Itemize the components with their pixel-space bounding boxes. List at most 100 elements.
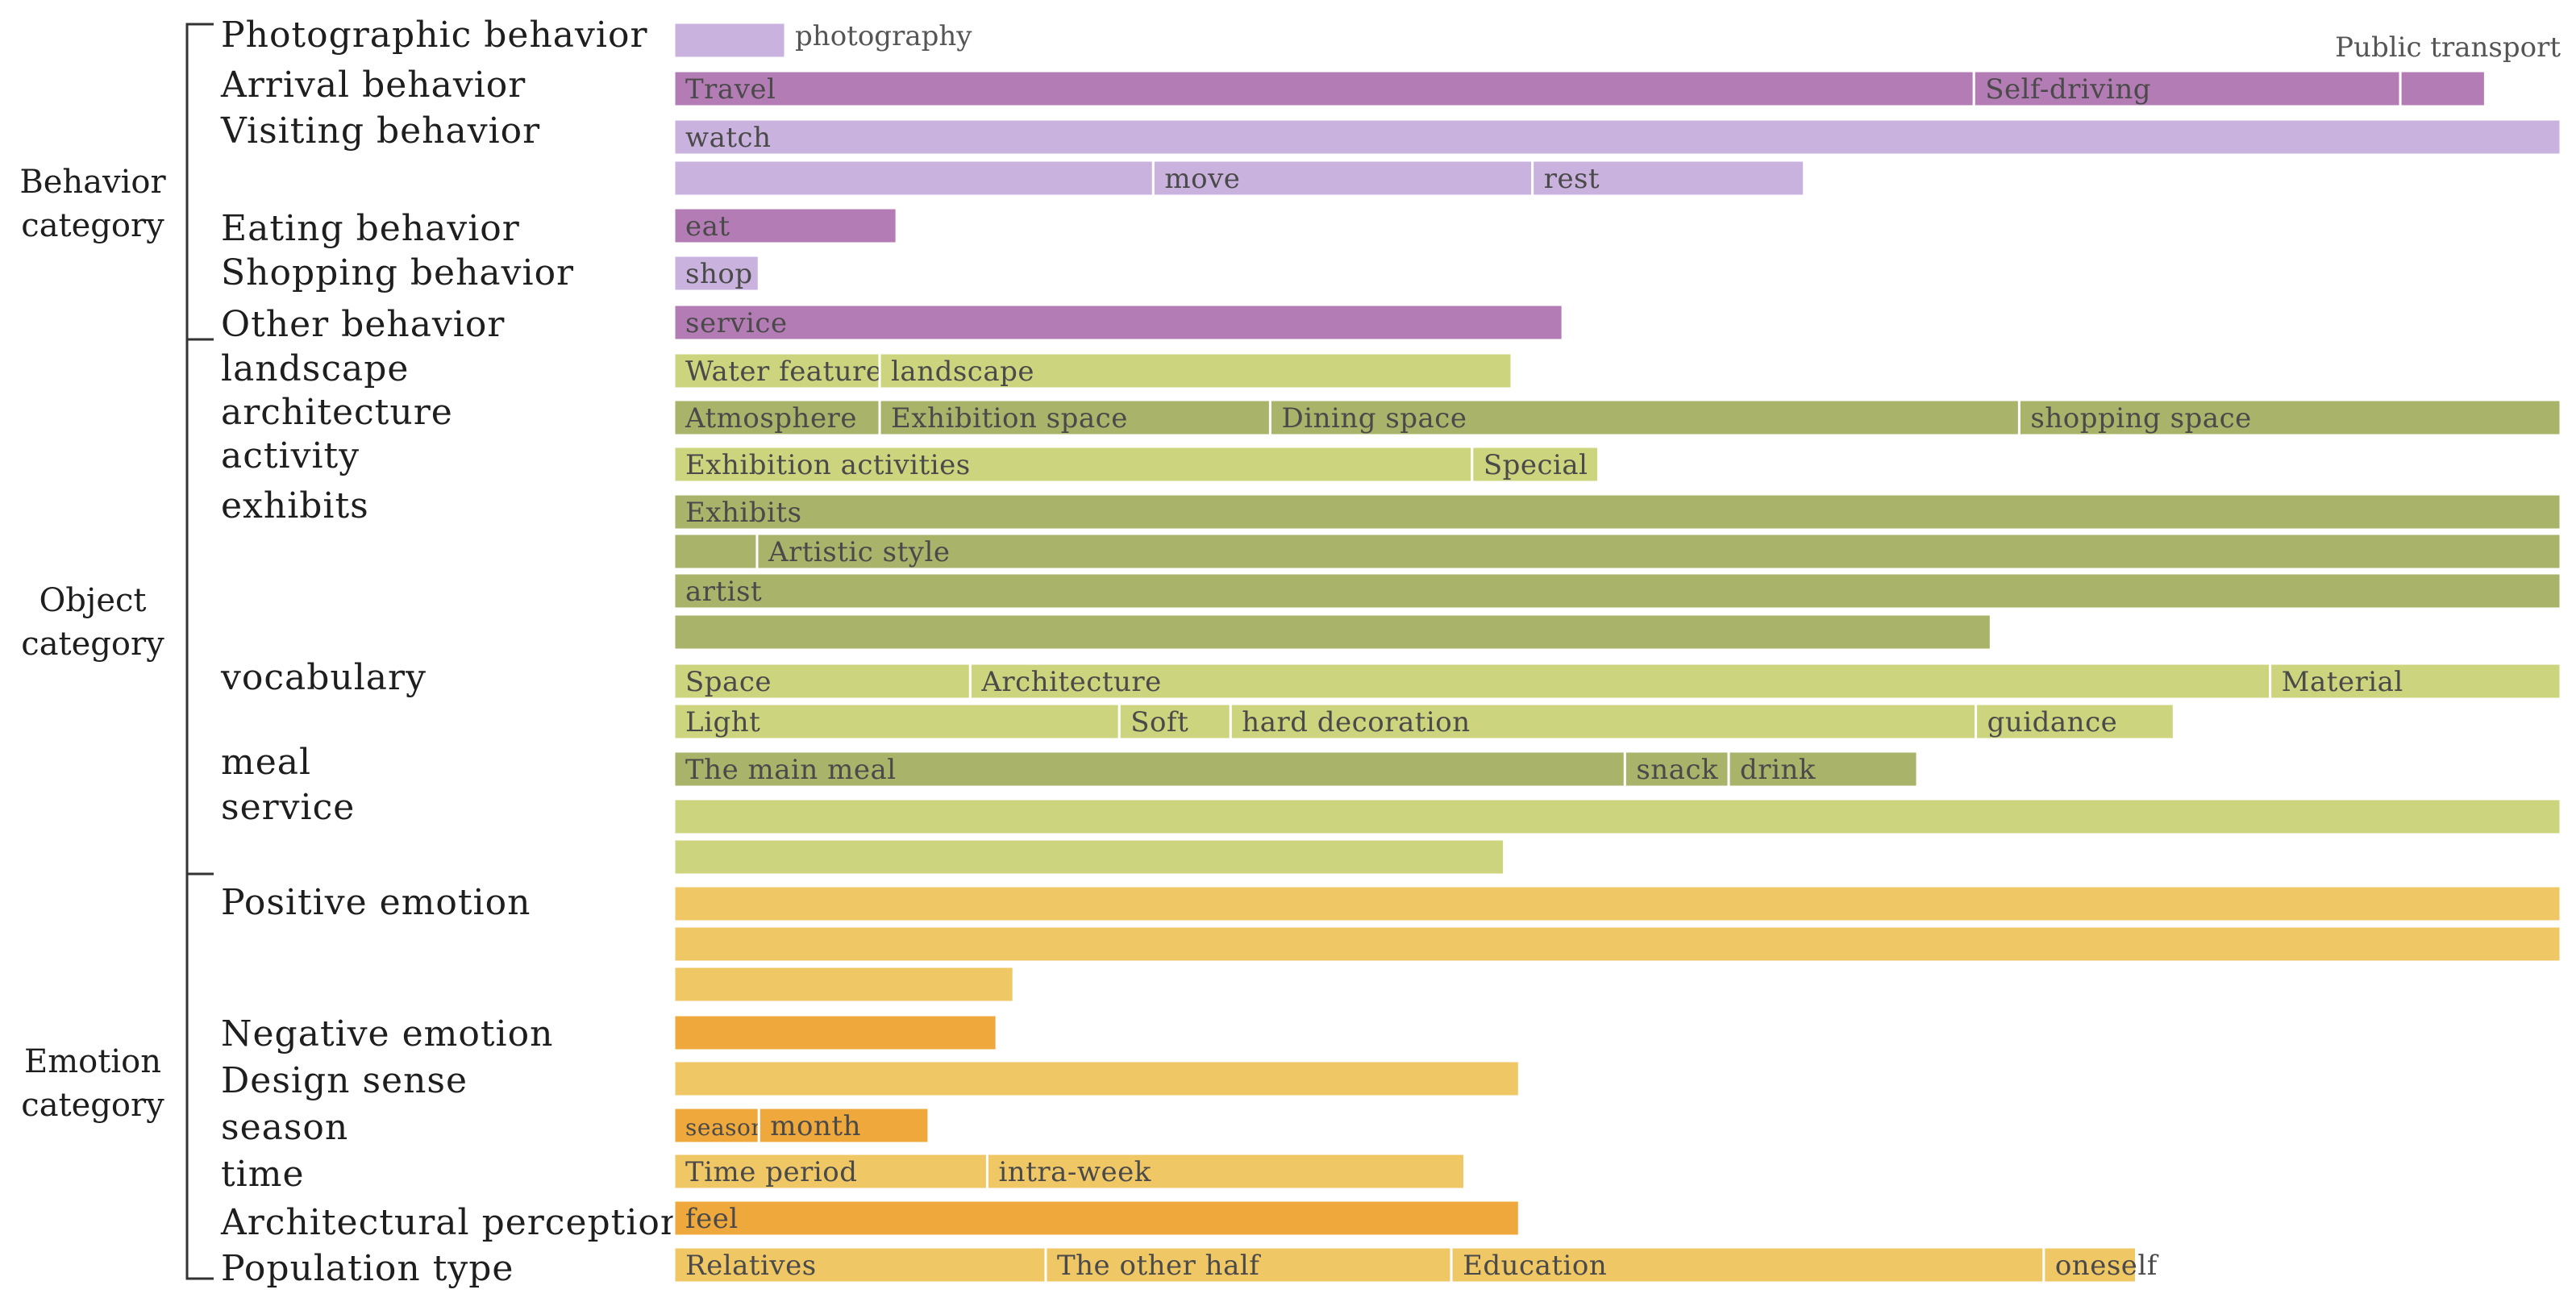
bar-segment-exhibits (672, 493, 2562, 531)
category-label-behavior-category: Behavior category (19, 164, 166, 244)
bar-segment-space (672, 662, 972, 701)
bar-segment-time-period (672, 1152, 988, 1191)
segment-label-special: Special (1484, 449, 1588, 481)
bar-segment-self-driving (1972, 69, 2402, 108)
row-label-activity: activity (221, 435, 360, 476)
segment-label-artist: artist (685, 576, 762, 608)
bracket-object-category (185, 338, 214, 876)
bar-segment-artist (672, 572, 2562, 610)
bar-segment-row22-seg0 (672, 1013, 998, 1052)
extra-labels: photography Public transport (795, 20, 2561, 64)
bar-segment-guidance (1975, 702, 2175, 741)
row-label-visiting-behavior: Visiting behavior (220, 110, 540, 152)
bar-segment-artistic-style (755, 532, 2562, 571)
bar-segment-dining-space (1268, 398, 2020, 437)
segment-label-hard-decoration: hard decoration (1242, 706, 1470, 738)
top-right-label-public-transport: Public transport (2335, 31, 2561, 64)
segment-label-season: season (685, 1114, 766, 1141)
bar-segment-shopping-space (2017, 398, 2562, 437)
segment-label-landscape: landscape (891, 356, 1034, 388)
row-label-other-behavior: Other behavior (221, 304, 505, 345)
bar-segment-watch (672, 118, 2562, 156)
bar-segment-soft (1117, 702, 1232, 741)
segment-label-exhibition-activities: Exhibition activities (685, 449, 971, 481)
segment-label-the-other-half: The other half (1057, 1250, 1261, 1282)
segment-label-guidance: guidance (1987, 706, 2118, 738)
bar-segment-row0-seg0 (672, 21, 787, 60)
segment-label-self-driving: Self-driving (1985, 73, 2151, 106)
segment-label-feel: feel (685, 1203, 739, 1235)
row-label-season: season (221, 1107, 348, 1148)
segment-label-water-feature: Water feature (685, 356, 883, 388)
segment-label-snack: snack (1636, 754, 1718, 786)
bar-segment-row13-seg0 (672, 613, 1992, 651)
row-label-meal: meal (221, 742, 311, 783)
bracket-emotion-category (185, 872, 214, 1280)
bracket-behavior-category (185, 23, 214, 341)
outside-label-photography: photography (795, 20, 972, 52)
bar-segment-special (1471, 445, 1600, 484)
bar-segment-eat (672, 206, 898, 245)
bar-segment-row3-seg0 (672, 159, 1155, 198)
bar-segment-travel (672, 69, 1975, 108)
bar-segment-education (1450, 1246, 2045, 1284)
bar-segment-exhibition-space (878, 398, 1271, 437)
bar-segment-oneself (2042, 1246, 2138, 1284)
segment-label-shop: shop (685, 258, 753, 290)
row-label-landscape: landscape (221, 348, 409, 389)
category-label-emotion-category: Emotion category (21, 1043, 164, 1124)
segment-label-time-period: Time period (685, 1156, 857, 1188)
bar-segment-water-feature (672, 351, 881, 390)
bar-segment-material (2269, 662, 2562, 701)
bar-segment-atmosphere (672, 398, 881, 437)
segment-label-space: Space (685, 666, 772, 698)
segment-label-atmosphere: Atmosphere (685, 402, 857, 435)
row-label-time: time (221, 1154, 305, 1195)
row-label-eating-behavior: Eating behavior (221, 208, 520, 249)
bar-segment-the-main-meal (672, 750, 1626, 788)
row-label-vocabulary: vocabulary (220, 657, 427, 698)
row-labels: Photographic behavior Arrival behaviorVis… (220, 15, 684, 1289)
row-label-architecture: architecture (221, 392, 453, 433)
bar-segment-row18-seg0 (672, 838, 1506, 876)
segment-label-material: Material (2282, 666, 2403, 698)
row-label-photographic-behavior: Photographic behavior (221, 15, 647, 56)
segment-label-architecture: Architecture (980, 666, 1161, 698)
segment-label-eat: eat (685, 210, 730, 243)
row-label-positive-emotion: Positive emotion (221, 882, 531, 923)
segment-label-artistic-style: Artistic style (768, 536, 950, 568)
bar-segment-move (1151, 159, 1534, 198)
bar-segment-the-other-half (1044, 1246, 1453, 1284)
segment-label-exhibits: Exhibits (685, 497, 802, 529)
bar-segment-relatives (672, 1246, 1047, 1284)
bar-segment-feel (672, 1199, 1521, 1238)
bars: Travel Self-driving watch move rest eat shop se… (672, 21, 2562, 1284)
bar-segment-row17-seg0 (672, 797, 2562, 836)
bar-segment-row20-seg0 (672, 925, 2562, 963)
segment-label-rest: rest (1544, 163, 1600, 195)
segment-label-dining-space: Dining space (1281, 402, 1467, 435)
bar-segment-landscape (878, 351, 1513, 390)
row-label-arrival-behavior: Arrival behavior (220, 64, 526, 106)
bar-segment-season (672, 1106, 760, 1145)
segment-label-drink: drink (1740, 754, 1816, 786)
segment-label-shopping-space: shopping space (2030, 402, 2251, 435)
row-label-negative-emotion: Negative emotion (221, 1013, 553, 1054)
segment-label-exhibition-space: Exhibition space (891, 402, 1128, 435)
bar-segment-drink (1727, 750, 1919, 788)
bar-segment-rest (1531, 159, 1806, 198)
bar-segment-light (672, 702, 1121, 741)
segment-label-light: Light (685, 706, 760, 738)
row-label-architectural-perception: Architectural perception (220, 1202, 684, 1243)
segment-label-watch: watch (685, 122, 771, 154)
row-label-service: service (221, 787, 355, 828)
bar-segment-row21-seg0 (672, 965, 1015, 1004)
segment-label-oneself: oneself (2055, 1250, 2159, 1282)
bar-segment-shop (672, 254, 760, 293)
row-label-design-sense: Design sense (221, 1060, 468, 1101)
row-label-exhibits: exhibits (221, 485, 369, 526)
category-brackets (185, 23, 214, 1280)
category-label-object-category: Object category (21, 582, 164, 663)
bar-segment-architecture (968, 662, 2272, 701)
category-labels: Behavior category Object category Emotion cat… (19, 164, 166, 1124)
